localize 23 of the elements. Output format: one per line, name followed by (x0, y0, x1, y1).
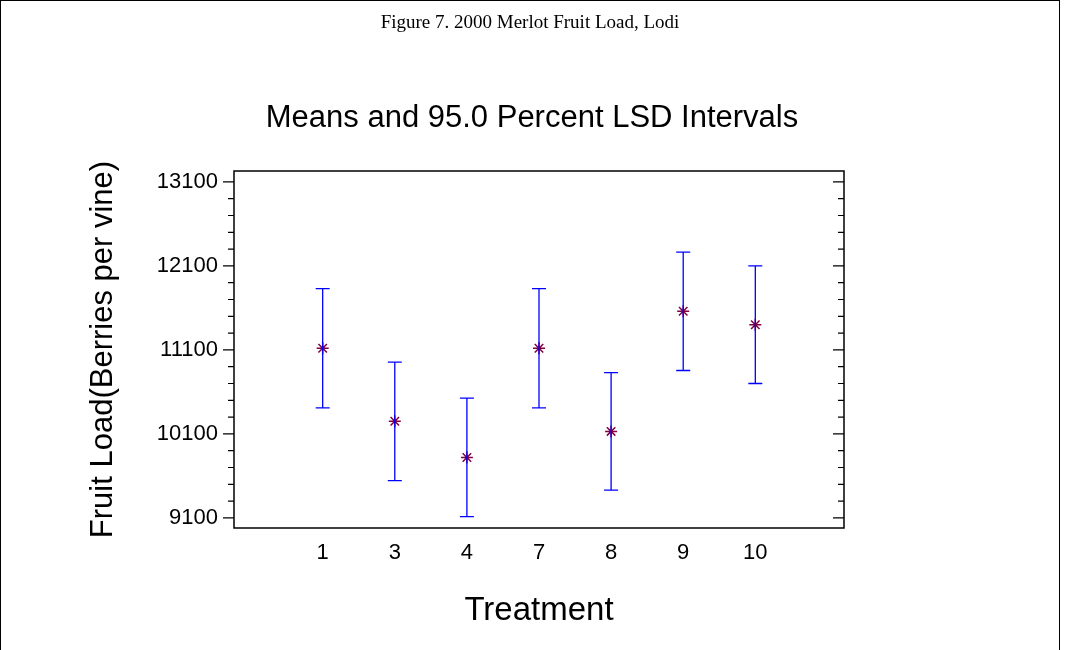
x-tick-label: 7 (532, 539, 546, 565)
y-tick-label: 10100 (156, 419, 218, 445)
point (676, 304, 690, 319)
point (748, 317, 763, 332)
point (315, 341, 330, 355)
x-tick-label: 3 (388, 539, 401, 565)
x-tick-label: 4 (460, 539, 474, 565)
x-tick-label: 10 (743, 539, 768, 565)
y-tick-label: 11100 (160, 335, 218, 361)
x-tick-label: 9 (677, 539, 690, 565)
y-tick-label: 13100 (156, 167, 218, 193)
chart-subtitle: Means and 95.0 Percent LSD Intervals (265, 98, 799, 134)
x-tick-label: 1 (316, 539, 329, 565)
point (532, 341, 546, 355)
x-axis-title: Treatment (464, 590, 614, 628)
point (460, 450, 474, 465)
point (604, 424, 618, 439)
y-tick-label: 9100 (169, 503, 218, 529)
x-tick-label: 8 (604, 539, 618, 565)
y-axis-title: Fruit Load(Berries per vine) (84, 160, 120, 539)
y-tick-label: 12100 (156, 251, 218, 277)
chart-title: Figure 7. 2000 Merlot Fruit Load, Lodi (379, 11, 681, 33)
point (388, 414, 402, 429)
